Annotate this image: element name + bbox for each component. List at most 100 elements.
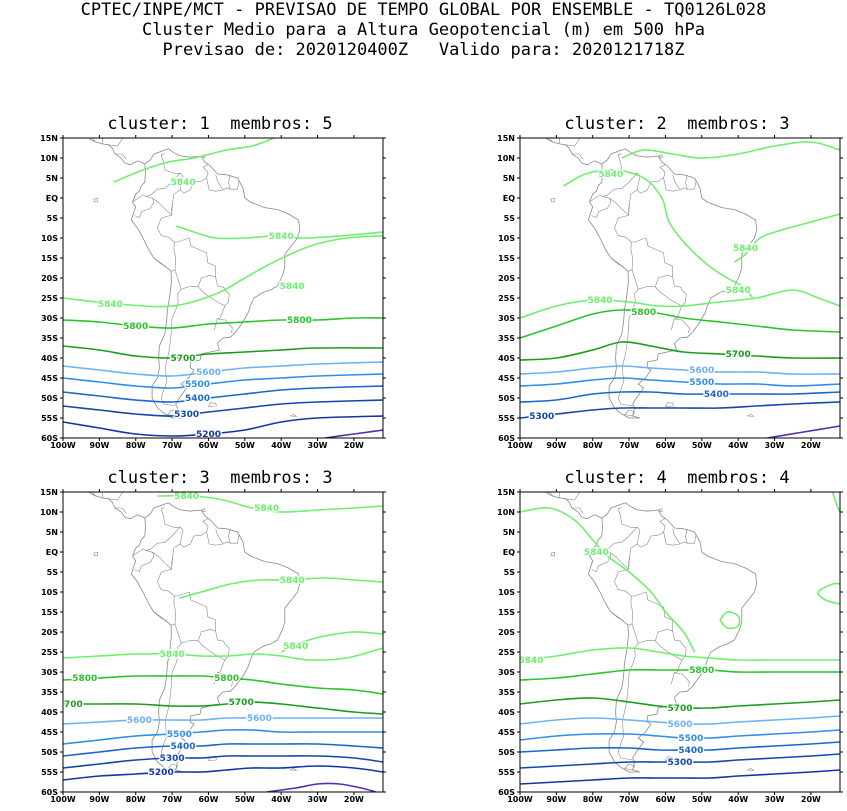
lon-label: 70W: [162, 795, 182, 804]
contour-label: 5500: [689, 378, 714, 388]
map-svg: 5840 5840 5840 5840 5800 5700 5600 5500 5400 5300…: [497, 134, 843, 450]
lon-label: 20W: [344, 441, 364, 450]
contour-label: 5400: [185, 394, 210, 404]
country-border: [108, 138, 124, 147]
lon-label: 70W: [619, 441, 639, 450]
lat-label: 35S: [498, 688, 515, 697]
coastline: [130, 148, 301, 419]
lat-label: 60S: [41, 788, 58, 797]
country-border: [153, 611, 167, 622]
lon-label: 70W: [619, 795, 639, 804]
lat-label: 60S: [41, 434, 58, 443]
contour-label: 5800: [631, 308, 656, 318]
lat-label: 5S: [47, 568, 59, 577]
lat-label: 35S: [498, 334, 515, 343]
lat-label: 25S: [41, 648, 58, 657]
lat-label: 20S: [498, 628, 515, 637]
lat-label: 20S: [498, 274, 515, 283]
lat-label: 30S: [498, 314, 515, 323]
contour-label: 5840: [584, 548, 609, 558]
country-border: [602, 153, 638, 197]
coastline: [130, 502, 301, 773]
contour-5300: [520, 753, 840, 769]
lat-label: 15N: [497, 488, 515, 497]
country-border: [674, 305, 683, 320]
lat-label: 50S: [41, 748, 58, 757]
contour-label: 5800: [214, 674, 239, 684]
map-frame: [519, 491, 841, 793]
lon-label: 50W: [692, 795, 712, 804]
lat-label: 30S: [498, 668, 515, 677]
country-border: [152, 552, 173, 570]
country-border: [614, 531, 697, 597]
contour-5200: [520, 769, 840, 785]
country-border: [198, 274, 226, 291]
lat-label: 10S: [498, 234, 515, 243]
lat-label: 35S: [41, 334, 58, 343]
island-outline: [624, 763, 635, 770]
country-border: [173, 591, 216, 632]
island-outline: [93, 552, 98, 557]
lat-label: 30S: [41, 668, 58, 677]
country-border: [215, 174, 224, 191]
country-border: [548, 492, 553, 497]
panel-cluster-4: 5840 5840 5800 5700 5600 5500 5400 5300 15N 10N 5N…: [477, 488, 843, 804]
country-border: [91, 492, 96, 497]
country-border: [630, 591, 673, 632]
contour-5840: [520, 289, 840, 319]
coastline: [587, 502, 758, 773]
country-border: [602, 507, 638, 551]
country-border: [160, 269, 182, 407]
contour-label: 5300: [529, 412, 554, 422]
lat-label: 50S: [41, 394, 58, 403]
lon-label: 40W: [728, 795, 748, 804]
lon-label: 20W: [344, 795, 364, 804]
lat-label: 40S: [498, 354, 515, 363]
contour-label: 5840: [518, 656, 543, 666]
lon-label: 30W: [308, 795, 328, 804]
map-frame: [62, 491, 384, 793]
country-border: [202, 518, 209, 533]
lat-label: 5N: [46, 528, 58, 537]
island-outline: [167, 763, 178, 770]
country-border: [157, 177, 240, 243]
country-border: [610, 611, 624, 622]
country-border: [609, 552, 630, 570]
country-border: [572, 507, 584, 514]
lon-label: 100W: [50, 441, 76, 450]
country-border: [565, 138, 581, 147]
contour-label: 5840: [170, 178, 195, 188]
lat-label: 10N: [40, 154, 58, 163]
contour-label: 5800: [72, 674, 97, 684]
contour-5200: [767, 425, 840, 438]
country-border: [145, 153, 181, 197]
lat-label: 50S: [498, 394, 515, 403]
island-outline: [665, 402, 674, 407]
lat-label: 45S: [41, 374, 58, 383]
lon-label: 100W: [50, 795, 76, 804]
lat-label: 25S: [498, 294, 515, 303]
lon-label: 20W: [801, 795, 821, 804]
lat-label: 20S: [41, 628, 58, 637]
contour-5700: [63, 345, 383, 359]
country-border: [132, 548, 155, 572]
contour-label: 5500: [185, 380, 210, 390]
country-border: [217, 305, 226, 320]
coastline: [88, 492, 145, 520]
contour-5300: [63, 399, 383, 417]
country-border: [173, 237, 216, 278]
coastline: [88, 138, 145, 166]
country-border: [589, 194, 612, 218]
contour-label: 5300: [667, 758, 692, 768]
country-border: [685, 528, 688, 544]
contour-label: 5700: [667, 704, 692, 714]
contour-label: 5700: [58, 700, 83, 710]
contour-label: 5200: [196, 430, 221, 440]
country-border: [228, 528, 231, 544]
lon-label: 40W: [728, 441, 748, 450]
lat-label: 40S: [498, 708, 515, 717]
contour-label: 5300: [160, 754, 185, 764]
country-border: [157, 531, 240, 597]
country-border: [659, 518, 666, 533]
